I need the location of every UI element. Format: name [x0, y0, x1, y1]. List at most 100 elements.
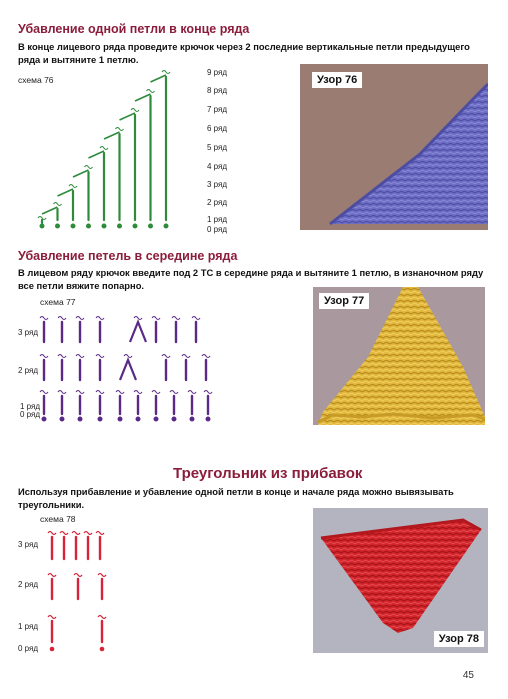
- photo-label: Узор 78: [433, 631, 484, 647]
- stitch-tilde: [191, 315, 201, 321]
- stitch-tilde: [201, 353, 211, 359]
- stitch-tilde: [95, 315, 105, 321]
- stitch-diag: [103, 131, 120, 140]
- stitch-dot: [59, 416, 65, 422]
- scheme-78-diagram: [47, 530, 107, 652]
- stitch-tilde: [68, 183, 78, 189]
- stitch-tilde: [161, 69, 171, 75]
- stitch-tilde: [73, 572, 83, 578]
- row-label: 8 ряд: [207, 86, 228, 95]
- stitch-tilde: [95, 530, 105, 536]
- stitch-tilde: [115, 126, 124, 132]
- row-label: 0 ряд: [18, 644, 39, 653]
- section-text: В конце лицевого ряда проведите крючок ч…: [18, 41, 470, 65]
- stitch-tilde: [57, 353, 67, 359]
- page-number: 45: [462, 670, 474, 681]
- stitch-tilde: [83, 530, 93, 536]
- stitch-tilde: [151, 315, 161, 321]
- stitch-tilde: [169, 389, 179, 395]
- section-title: Убавление одной петли в конце ряда: [18, 22, 250, 36]
- stitch-decrease: [128, 319, 148, 343]
- stitch-tilde: [146, 88, 155, 94]
- stitch-dot: [49, 646, 55, 652]
- scheme-76-diagram: [37, 69, 171, 229]
- stitch-tilde: [95, 389, 105, 395]
- stitch-tilde: [59, 530, 69, 536]
- row-label: 0 ряд: [20, 410, 41, 419]
- stitch-dot: [86, 223, 91, 229]
- stitch-dot: [153, 416, 159, 422]
- stitch-tilde: [151, 389, 161, 395]
- row-label: 7 ряд: [207, 105, 228, 114]
- stitch-tilde: [75, 353, 85, 359]
- stitch-dot: [99, 646, 105, 652]
- stitch-tilde: [57, 389, 67, 395]
- photo-pattern-77: Узор 77: [313, 287, 485, 425]
- stitch-dot: [101, 223, 107, 229]
- row-label: 2 ряд: [18, 366, 39, 375]
- row-label: 3 ряд: [18, 540, 39, 549]
- stitch-tilde: [203, 389, 213, 395]
- stitch-diag: [119, 112, 136, 121]
- stitch-tilde: [97, 614, 107, 620]
- yarn-swatch-76: [300, 64, 488, 230]
- stitch-tilde: [47, 614, 57, 620]
- stitch-tilde: [133, 315, 143, 321]
- stitch-tilde: [95, 353, 105, 359]
- row-label: 1 ряд: [207, 215, 228, 224]
- stitch-tilde: [75, 389, 85, 395]
- stitch-tilde: [71, 530, 81, 536]
- row-label: 2 ряд: [18, 580, 39, 589]
- row-label: 0 ряд: [207, 225, 228, 234]
- section-title: Треугольник из прибавок: [173, 465, 363, 482]
- stitch-tilde: [99, 145, 109, 151]
- stitch-dot: [117, 416, 123, 422]
- row-label: 1 ряд: [20, 402, 41, 411]
- stitch-tilde: [39, 353, 49, 359]
- stitch-dot: [41, 416, 47, 422]
- stitch-decrease: [118, 357, 138, 381]
- scheme-77-diagram: [39, 315, 213, 422]
- yarn-swatch-77: [313, 287, 485, 425]
- row-label: 3 ряд: [18, 328, 39, 337]
- yarn-swatch-78: [313, 508, 488, 653]
- stitch-tilde: [187, 389, 197, 395]
- section-text: В лицевом ряду крючок введите под 2 ТС в…: [18, 267, 484, 291]
- stitch-tilde: [47, 530, 57, 536]
- stitch-diag: [88, 150, 105, 159]
- stitch-diag: [150, 74, 167, 83]
- stitch-dot: [205, 416, 211, 422]
- stitch-dot: [135, 416, 141, 422]
- photo-pattern-78: Узор 78: [313, 508, 488, 653]
- row-label: 5 ряд: [207, 143, 228, 152]
- stitch-tilde: [37, 215, 47, 221]
- stitch-dot: [163, 223, 169, 229]
- stitch-tilde: [181, 353, 191, 359]
- scheme-label: схема 78: [40, 514, 76, 524]
- stitch-tilde: [39, 389, 49, 395]
- scheme-label: схема 77: [40, 297, 76, 307]
- row-label: 6 ряд: [207, 124, 228, 133]
- section-title: Убавление петель в середине ряда: [18, 249, 238, 263]
- section-text: Используя прибавление и убавление одной …: [18, 486, 454, 510]
- scheme-76-row-labels: 9 ряд 8 ряд 7 ряд 6 ряд 5 ряд 4 ряд 3 ря…: [207, 68, 257, 238]
- stitch-diag: [57, 188, 74, 197]
- stitch-dot: [171, 416, 177, 422]
- stitch-tilde: [171, 315, 181, 321]
- row-label: 3 ряд: [207, 180, 228, 189]
- stitch-dot: [148, 223, 153, 229]
- row-label: 1 ряд: [18, 622, 39, 631]
- photo-label: Узор 76: [312, 72, 363, 88]
- photo-pattern-76: Узор 76: [300, 64, 488, 230]
- stitch-dot: [117, 223, 122, 229]
- stitch-tilde: [130, 107, 140, 113]
- stitch-tilde: [123, 353, 133, 359]
- row-label: 9 ряд: [207, 68, 228, 77]
- stitch-tilde: [115, 389, 125, 395]
- stitch-tilde: [133, 389, 143, 395]
- row-label: 2 ряд: [207, 198, 228, 207]
- stitch-tilde: [39, 315, 49, 321]
- stitch-tilde: [53, 201, 62, 207]
- scheme-label: схема 76: [18, 75, 54, 85]
- stitch-tilde: [75, 315, 85, 321]
